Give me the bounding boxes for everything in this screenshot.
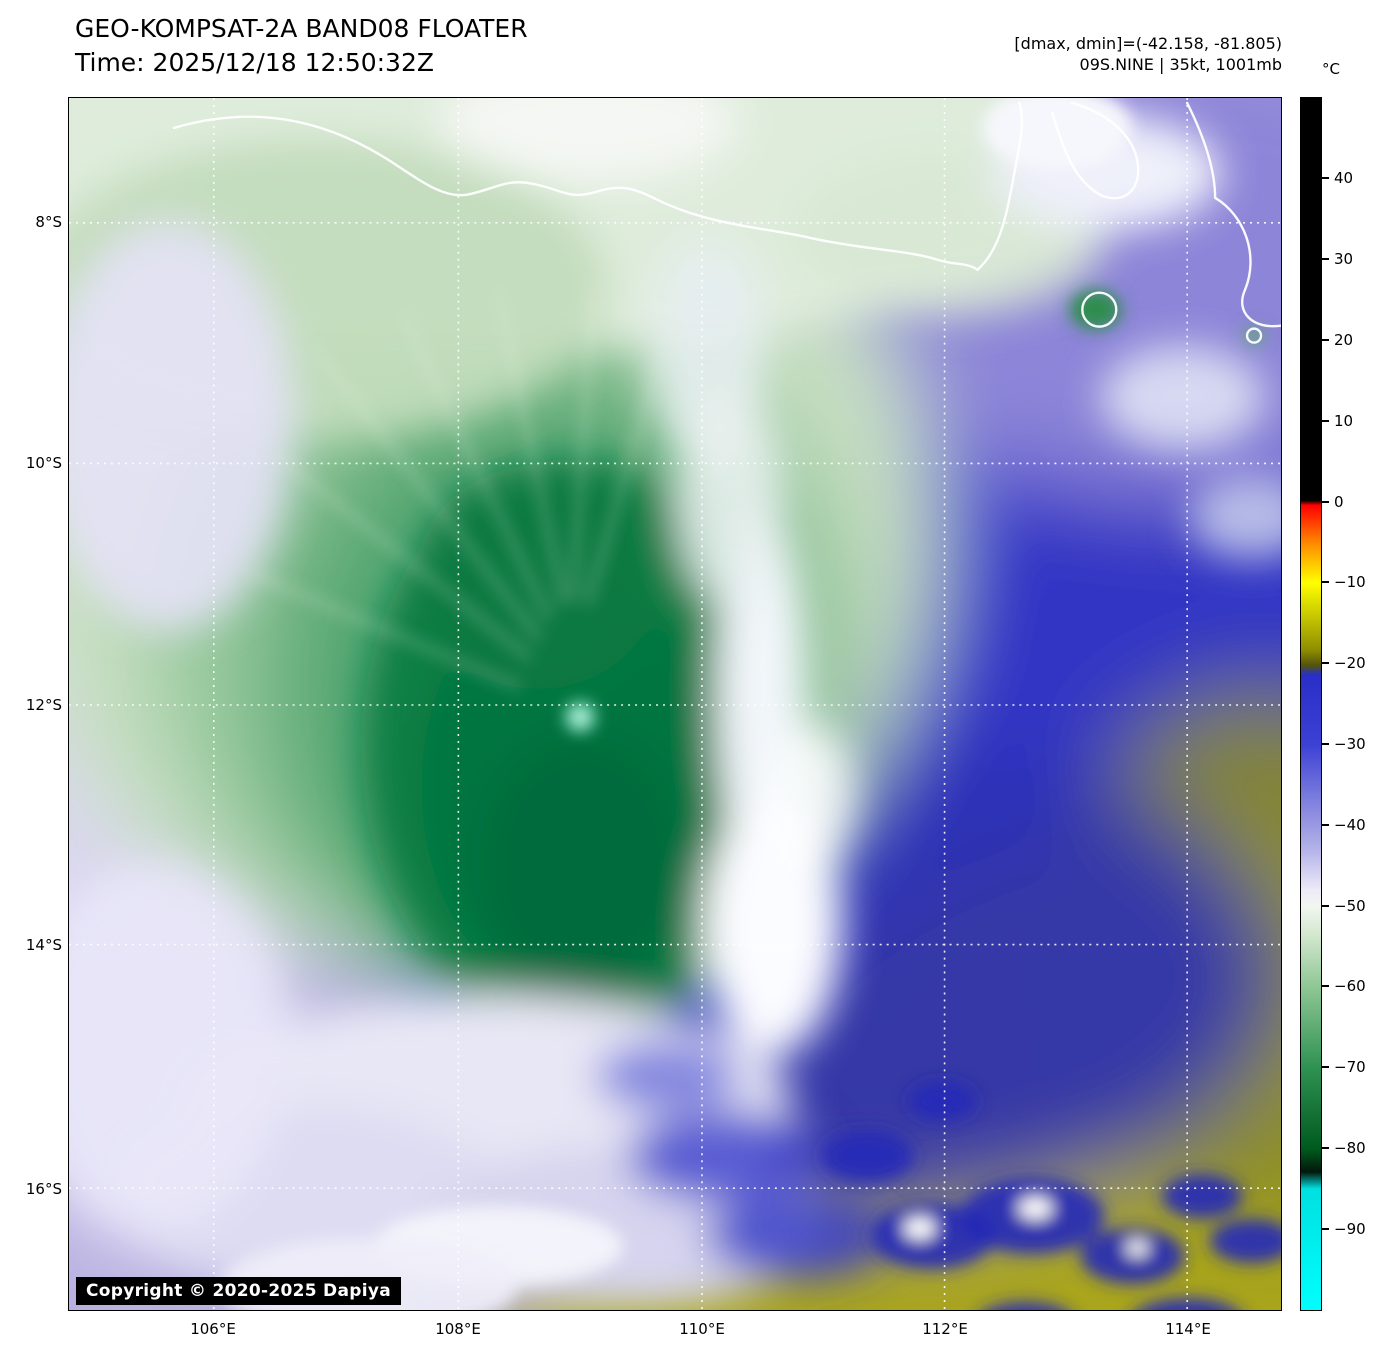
colorbar-tick-label: −70 [1334,1058,1366,1076]
colorbar-tick-label: −60 [1334,977,1366,995]
colorbar-tickmark [1322,905,1329,907]
colorbar-tickmark [1322,743,1329,745]
colorbar-tick-label: −90 [1334,1220,1366,1238]
lat-label: 14°S [25,936,62,954]
colorbar-tickmark [1322,1228,1329,1230]
cloud-structures [69,98,1281,1309]
lon-label: 106°E [190,1320,236,1338]
header-meta: [dmax, dmin]=(-42.158, -81.805) 09S.NINE… [1014,33,1282,75]
colorbar-tickmark [1322,985,1329,987]
lon-label: 114°E [1165,1320,1211,1338]
colorbar-tick-label: −40 [1334,816,1366,834]
colorbar-tick-label: 0 [1334,493,1344,511]
convective-streaks [245,284,681,691]
lon-label: 112°E [922,1320,968,1338]
colorbar-tick-label: 30 [1334,250,1354,268]
colorbar-tickmark [1322,177,1329,179]
colorbar-tickmark [1322,420,1329,422]
colorbar-tick-label: −20 [1334,654,1366,672]
colorbar-tickmark [1322,1147,1329,1149]
time-label: Time: 2025/12/18 12:50:32Z [75,48,434,77]
lat-label: 16°S [25,1180,62,1198]
colorbar-tick-label: −30 [1334,735,1366,753]
copyright-badge: Copyright © 2020-2025 Dapiya [76,1277,401,1305]
page-title: GEO-KOMPSAT-2A BAND08 FLOATER [75,14,528,43]
satellite-image [69,98,1281,1310]
lat-label: 10°S [25,454,62,472]
colorbar-tick-label: −50 [1334,897,1366,915]
colorbar-tickmark [1322,581,1329,583]
lat-label: 12°S [25,696,62,714]
colorbar-tick-label: 20 [1334,331,1354,349]
colorbar [1300,97,1322,1311]
colorbar-tick-label: 40 [1334,169,1354,187]
colorbar-tickmark [1322,824,1329,826]
dmax-dmin-label: [dmax, dmin]=(-42.158, -81.805) [1014,34,1282,53]
satellite-map: Copyright © 2020-2025 Dapiya [68,97,1282,1311]
lon-label: 110°E [679,1320,725,1338]
colorbar-tickmark [1322,258,1329,260]
colorbar-tickmark [1322,339,1329,341]
colorbar-tickmark [1322,501,1329,503]
colorbar-tick-label: 10 [1334,412,1354,430]
colorbar-tickmark [1322,1066,1329,1068]
colorbar-unit-label: °C [1322,60,1340,78]
colorbar-tickmark [1322,662,1329,664]
lon-label: 108°E [435,1320,481,1338]
storm-info-label: 09S.NINE | 35kt, 1001mb [1079,55,1282,74]
colorbar-tick-label: −80 [1334,1139,1366,1157]
coastline [172,101,1281,344]
lat-label: 8°S [35,213,62,231]
colorbar-tick-label: −10 [1334,573,1366,591]
